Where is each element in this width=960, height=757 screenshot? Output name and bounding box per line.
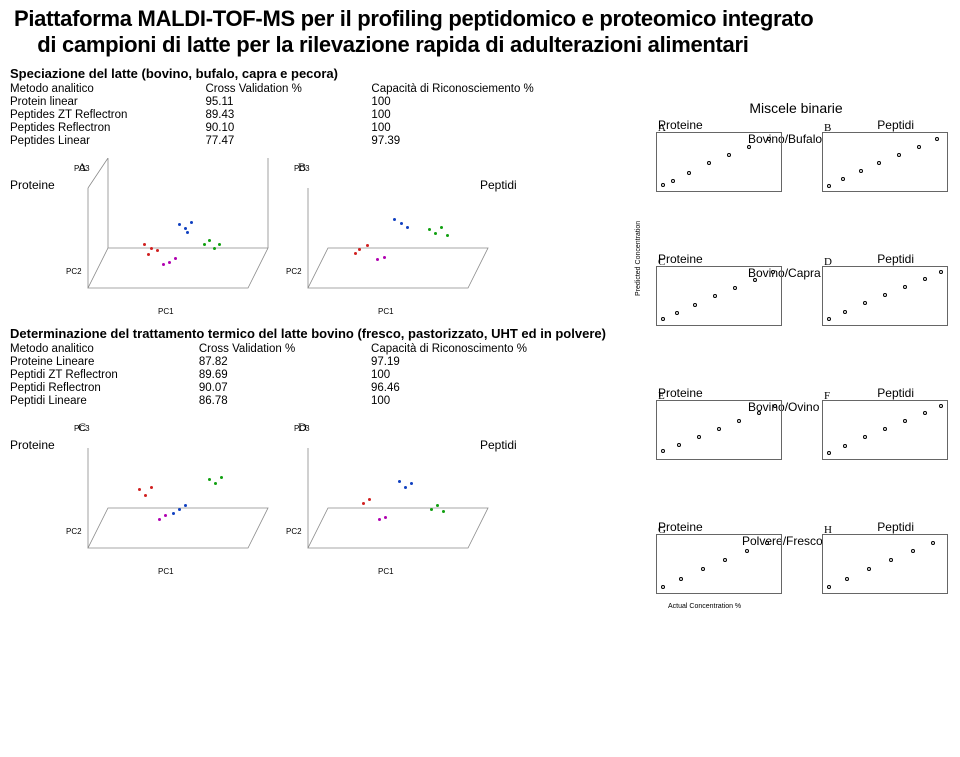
table-row: Peptidi Lineare86.78100 [10, 395, 630, 408]
binary-mixtures-column: Miscele binarie Proteine Peptidi Bovino/… [638, 100, 954, 612]
title-line1: Piattaforma MALDI-TOF-MS per il profilin… [14, 6, 813, 31]
pred-panel: G Actual Concentration % [638, 524, 788, 604]
title-line2: di campioni di latte per la rilevazione … [37, 32, 748, 57]
speciation-heading: Speciazione del latte (bovino, bufalo, c… [10, 66, 630, 81]
pred-panel: H [804, 524, 954, 604]
table-row: Proteine Lineare87.8297.19 [10, 356, 630, 369]
table-row: Peptidi Reflectron90.0796.46 [10, 382, 630, 395]
col-header: Capacità di Riconosciemento % [371, 83, 630, 96]
scatter3d-panel-b: B PC1 PC2 [278, 158, 498, 316]
pred-panel: B [804, 122, 954, 202]
treatment-table: Metodo analitico Cross Validation % Capa… [10, 343, 630, 408]
pred-panel: E [638, 390, 788, 470]
pred-panel: A [638, 122, 788, 202]
scatter3d-panel-c: C PC1 PC2 PC3 [58, 418, 278, 576]
scatter3d-panel-a: A [58, 158, 278, 316]
table-row: Peptidi ZT Reflectron89.69100 [10, 369, 630, 382]
table-row: Peptides ZT Reflectron89.43100 [10, 109, 630, 122]
table-row: Peptides Reflectron90.10100 [10, 122, 630, 135]
col-header: Cross Validation % [206, 83, 372, 96]
pred-panel: F [804, 390, 954, 470]
binary-pair: Proteine Peptidi Bovino/Bufalo A B [638, 118, 954, 210]
binary-pair: Proteine Peptidi Polvere/Fresco G Actual… [638, 520, 954, 612]
col-header: Metodo analitico [10, 83, 206, 96]
table-row: Protein linear95.11100 [10, 96, 630, 109]
binary-pair: Proteine Peptidi Bovino/Capra C Predicte… [638, 252, 954, 344]
panel-label-proteine: Proteine [10, 438, 55, 452]
panel-label-proteine: Proteine [10, 178, 55, 192]
pred-panel: D [804, 256, 954, 336]
binary-pair: Proteine Peptidi Bovino/Ovino E F [638, 386, 954, 478]
page-title: Piattaforma MALDI-TOF-MS per il profilin… [10, 6, 950, 58]
treatment-heading: Determinazione del trattamento termico d… [10, 326, 630, 341]
binary-heading: Miscele binarie [638, 100, 954, 116]
pred-panel: C Predicted Concentration [638, 256, 788, 336]
scatter3d-panel-d: D PC1 PC2 PC3 [278, 418, 498, 576]
speciation-table: Metodo analitico Cross Validation % Capa… [10, 83, 630, 148]
table-row: Peptides Linear77.4797.39 [10, 135, 630, 148]
